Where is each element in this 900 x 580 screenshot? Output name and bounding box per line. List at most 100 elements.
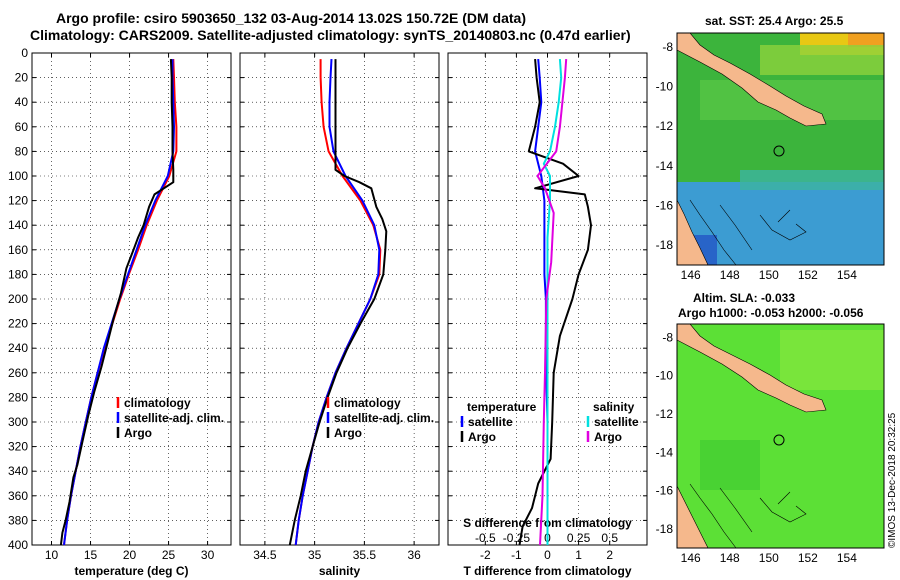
sst-map: sat. SST: 25.4 Argo: 25.5 xyxy=(676,14,885,266)
sst-lon-tick-label: 150 xyxy=(759,268,779,282)
y-tick-label: 300 xyxy=(8,415,28,429)
series-line xyxy=(288,59,388,546)
y-tick-label: 60 xyxy=(15,120,29,134)
y-tick-label: 180 xyxy=(8,267,28,281)
x-tick-label: -2 xyxy=(480,548,491,562)
x-tick-label: 35 xyxy=(308,548,322,562)
x-tick-label: 36 xyxy=(407,548,421,562)
legend-label: Argo xyxy=(468,430,496,444)
y-tick-label: 100 xyxy=(8,169,28,183)
legend-label: Argo xyxy=(334,426,362,440)
sla-map-title-1: Altim. SLA: -0.033 xyxy=(693,291,795,305)
x-tick-label: 34.5 xyxy=(253,548,277,562)
sla-lon-tick-label: 154 xyxy=(837,551,857,565)
legend-group-temperature: temperature xyxy=(467,400,537,414)
x-tick-label: 15 xyxy=(84,548,98,562)
x-tick-label: 2 xyxy=(606,548,613,562)
salinity-panel-frame xyxy=(239,52,440,546)
sst-lat-tick-label: -8 xyxy=(662,40,673,54)
sla-lon-tick-label: 148 xyxy=(720,551,740,565)
s-tick-label: 0.25 xyxy=(567,531,591,545)
sla-lat-tick-label: -18 xyxy=(656,522,674,536)
x-tick-label: 25 xyxy=(162,548,176,562)
y-tick-label: 20 xyxy=(15,71,29,85)
sla-map: Altim. SLA: -0.033 Argo h1000: -0.053 h2… xyxy=(676,291,885,549)
temperature-panel-frame xyxy=(31,52,232,546)
sla-lat-tick-label: -10 xyxy=(656,369,674,383)
sst-lon-tick-label: 148 xyxy=(720,268,740,282)
legend-label: satellite xyxy=(468,415,513,429)
sst-argo-position-marker xyxy=(773,145,785,157)
y-tick-label: 0 xyxy=(21,46,28,60)
y-tick-label: 80 xyxy=(15,144,29,158)
sla-map-frame xyxy=(676,323,885,549)
sla-lon-tick-label: 146 xyxy=(681,551,701,565)
legend-label: satellite-adj. clim. xyxy=(124,411,224,425)
y-tick-label: 280 xyxy=(8,390,28,404)
y-tick-label: 220 xyxy=(8,317,28,331)
sst-lat-tick-label: -18 xyxy=(656,238,674,252)
legend-label: Argo xyxy=(124,426,152,440)
sst-lat-tick-label: -12 xyxy=(656,119,674,133)
sst-lat-tick-label: -16 xyxy=(656,199,674,213)
sla-argo-position-marker xyxy=(773,434,785,446)
sst-lat-tick-label: -10 xyxy=(656,80,674,94)
s-tick-label: -0.25 xyxy=(503,531,531,545)
legend-group-salinity: salinity xyxy=(593,400,635,414)
imos-stamp: ©IMOS 13-Dec-2018 20:32:25 xyxy=(887,412,898,548)
sla-map-title-2: Argo h1000: -0.053 h2000: -0.056 xyxy=(678,306,864,320)
x-axis-label: temperature (deg C) xyxy=(74,564,188,578)
sla-new-guinea-land xyxy=(676,323,827,413)
legend-label: satellite-adj. clim. xyxy=(334,411,434,425)
y-tick-label: 260 xyxy=(8,366,28,380)
legend-label: Argo xyxy=(594,430,622,444)
y-tick-label: 400 xyxy=(8,538,28,552)
y-tick-label: 340 xyxy=(8,464,28,478)
sst-reef-outline xyxy=(689,199,807,266)
sst-new-guinea-land xyxy=(676,32,827,127)
y-tick-label: 160 xyxy=(8,243,28,257)
diff-chart: -2 -1 0 1 2-0.5 -0.25 0 0.25 0.5S difference fro… xyxy=(448,52,647,578)
series-line xyxy=(542,59,563,545)
series-line xyxy=(63,59,178,546)
sla-light-patch xyxy=(780,330,884,390)
sst-lon-tick-label: 154 xyxy=(837,268,857,282)
series-line xyxy=(518,59,592,546)
sst-map-frame xyxy=(676,32,885,266)
y-tick-label: 120 xyxy=(8,194,28,208)
x-tick-label: 1 xyxy=(575,548,582,562)
y-tick-label: 200 xyxy=(8,292,28,306)
sla-reef-outline xyxy=(689,483,807,549)
sst-lat-tick-label: -14 xyxy=(656,159,674,173)
temp-chart: 0 20 40 60 80 100 120 140 160 180 200 220 240 260 280 3… xyxy=(8,46,231,578)
sla-dark-patch xyxy=(700,440,760,490)
sst-lon-tick-label: 152 xyxy=(798,268,818,282)
s-tick-label: 0.5 xyxy=(601,531,618,545)
series-line xyxy=(536,59,568,546)
y-tick-label: 360 xyxy=(8,489,28,503)
y-tick-label: 320 xyxy=(8,440,28,454)
legend-label: climatology xyxy=(334,396,401,410)
sst-lon-tick-label: 146 xyxy=(681,268,701,282)
x-tick-label: 20 xyxy=(123,548,137,562)
figure-title-line-2: Climatology: CARS2009. Satellite-adjuste… xyxy=(30,27,631,43)
series-line xyxy=(59,59,175,546)
sla-lon-tick-label: 152 xyxy=(798,551,818,565)
x-tick-label: 30 xyxy=(201,548,215,562)
sal-chart: 34.5 35 35.5 36 salinity climatologysatellite… xyxy=(240,52,439,578)
figure-title-line-1: Argo profile: csiro 5903650_132 03-Aug-2… xyxy=(56,10,526,26)
sla-lon-tick-label: 150 xyxy=(759,551,779,565)
sla-lat-tick-label: -16 xyxy=(656,484,674,498)
x-tick-label: 35.5 xyxy=(353,548,377,562)
x-axis-label: salinity xyxy=(319,564,361,578)
sst-yellowgreen-band xyxy=(760,45,884,75)
sla-lat-tick-label: -12 xyxy=(656,407,674,421)
sla-lat-tick-label: -14 xyxy=(656,445,674,459)
x-tick-label: 0 xyxy=(544,548,551,562)
y-tick-label: 380 xyxy=(8,513,28,527)
legend-label: satellite xyxy=(594,415,639,429)
sla-lat-tick-label: -8 xyxy=(662,330,673,344)
series-line xyxy=(294,59,381,546)
